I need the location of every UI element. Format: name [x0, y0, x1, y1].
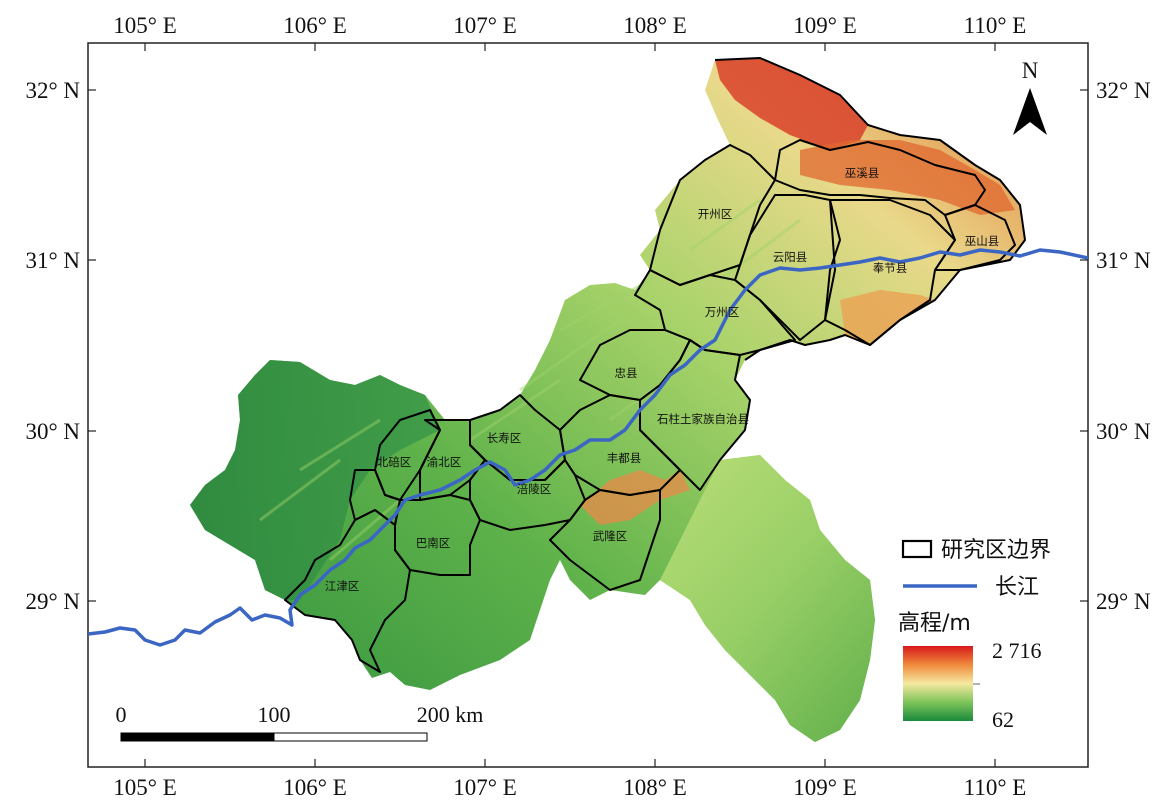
district-boundaries — [284, 57, 1026, 673]
lon-label-bottom: 109° E — [793, 775, 857, 800]
lat-label-left: 32° N — [25, 78, 80, 103]
lon-label-top: 109° E — [793, 13, 857, 38]
legend-boundary-label: 研究区边界 — [941, 538, 1051, 563]
high-elevation-east — [840, 290, 935, 345]
high-elevation-north — [715, 58, 868, 150]
district-label: 开州区 — [698, 207, 733, 221]
lat-label-right: 32° N — [1096, 78, 1151, 103]
terrain-ridges — [259, 198, 801, 562]
lon-label-top: 106° E — [283, 13, 347, 38]
lon-label-top: 110° E — [964, 13, 1027, 38]
lat-label-left: 31° N — [25, 248, 80, 273]
district-label: 江津区 — [325, 579, 360, 593]
district-labels: 巫溪县 开州区 巫山县 云阳县 奉节县 万州区 忠县 石柱土家族自治县 长寿区 … — [325, 166, 1000, 593]
scale-label: 0 — [116, 702, 127, 727]
lat-label-right: 29° N — [1096, 589, 1151, 614]
yangtze-river — [88, 248, 1088, 647]
district-label: 巴南区 — [416, 536, 451, 550]
north-label: N — [1022, 58, 1039, 83]
north-arrow-icon — [1013, 88, 1047, 135]
elevation-colorbar — [903, 646, 973, 721]
lat-label-left: 30° N — [25, 419, 80, 444]
boundary-swatch — [901, 539, 933, 559]
scale-segment-dark — [120, 732, 275, 742]
district-label: 长寿区 — [487, 431, 522, 445]
district-label: 忠县 — [615, 366, 638, 380]
top-lon-labels: 105° E 106° E 107° E 108° E 109° E 110° … — [113, 13, 1026, 38]
scale-label: 200 km — [417, 702, 484, 727]
district-label: 渝北区 — [427, 455, 462, 469]
graticule-ticks — [88, 43, 1088, 767]
scale-label: 100 — [258, 702, 291, 727]
bottom-lon-labels: 105° E 106° E 107° E 108° E 109° E 110° … — [113, 775, 1026, 800]
lat-label-left: 29° N — [25, 589, 80, 614]
legend-elevation-title: 高程/m — [898, 611, 971, 636]
scale-bar: 0 100 200 km — [116, 702, 484, 742]
district-label: 丰都县 — [607, 451, 642, 465]
scale-segment-light — [273, 732, 428, 742]
western-lowland — [190, 360, 440, 600]
lon-label-bottom: 107° E — [453, 775, 517, 800]
district-label: 奉节县 — [873, 261, 908, 275]
lon-label-bottom: 106° E — [283, 775, 347, 800]
high-elevation-northeast — [800, 140, 1015, 215]
legend-elevation-max: 2 716 — [992, 638, 1042, 663]
district-label: 涪陵区 — [517, 482, 552, 496]
legend: 研究区边界 长江 高程/m 2 716 62 — [898, 538, 1051, 732]
lon-label-top: 108° E — [623, 13, 687, 38]
district-label: 巫山县 — [965, 234, 1000, 248]
district-label: 武隆区 — [593, 529, 628, 543]
lon-label-top: 107° E — [453, 13, 517, 38]
north-arrow: N — [1013, 58, 1047, 135]
district-label: 云阳县 — [773, 250, 808, 264]
lat-label-right: 30° N — [1096, 419, 1151, 444]
lon-label-bottom: 108° E — [623, 775, 687, 800]
southeast-uplands — [660, 455, 875, 742]
district-label: 石柱土家族自治县 — [657, 412, 749, 426]
legend-river-label: 长江 — [995, 575, 1039, 600]
left-lat-labels: 32° N 31° N 30° N 29° N — [25, 78, 80, 614]
lon-label-bottom: 110° E — [964, 775, 1027, 800]
legend-elevation-min: 62 — [992, 707, 1014, 732]
district-label: 巫溪县 — [845, 166, 880, 180]
lat-label-right: 31° N — [1096, 248, 1151, 273]
lon-label-bottom: 105° E — [113, 775, 177, 800]
high-elevation-south — [580, 470, 690, 525]
lon-label-top: 105° E — [113, 13, 177, 38]
district-label: 北碚区 — [377, 455, 412, 469]
right-lat-labels: 32° N 31° N 30° N 29° N — [1096, 78, 1151, 614]
district-label: 万州区 — [705, 305, 740, 319]
